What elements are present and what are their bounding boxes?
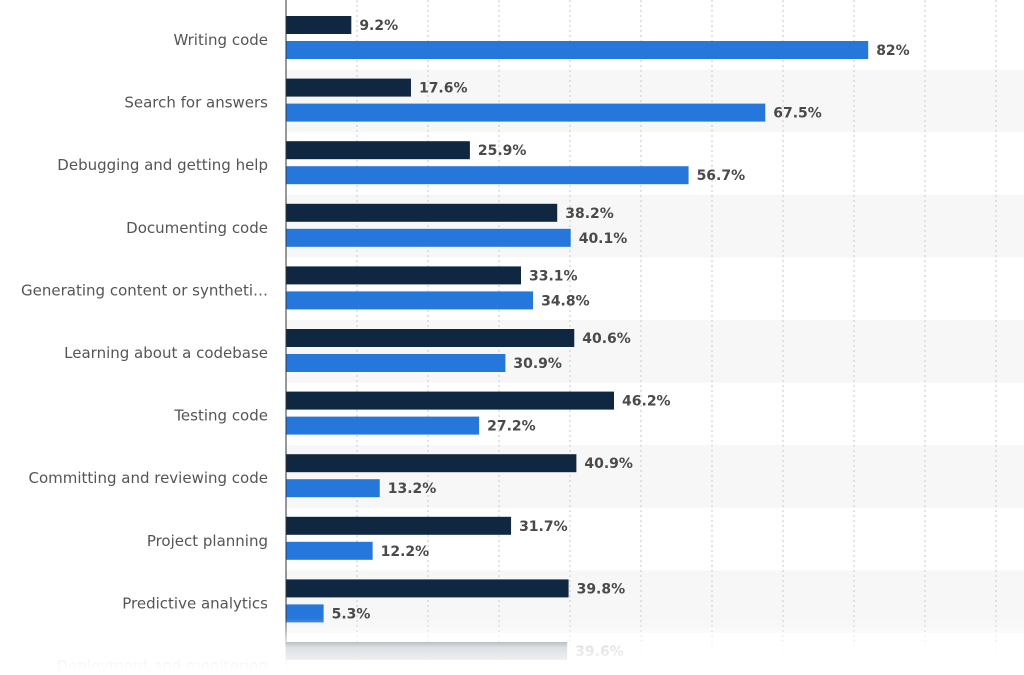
value-label: 40.9%	[584, 456, 633, 472]
bar-series-2	[286, 228, 571, 247]
bar-series-2	[286, 416, 480, 435]
value-label: 17.6%	[419, 81, 468, 97]
value-label: 82%	[876, 43, 910, 59]
value-label: 5.3%	[332, 606, 371, 622]
value-label: 34.8%	[541, 293, 590, 309]
bar-series-2	[286, 103, 766, 122]
category-label: Testing code	[173, 407, 268, 425]
bar-series-2	[286, 541, 373, 560]
value-label: 9.2%	[359, 18, 398, 34]
value-label: 27.2%	[487, 419, 536, 435]
bar-series-1	[286, 203, 558, 222]
bar-series-2	[286, 291, 534, 310]
bar-series-2	[286, 604, 324, 623]
category-label: Project planning	[147, 532, 268, 550]
value-label: 39.8%	[577, 581, 626, 597]
value-label: 38.2%	[565, 206, 614, 222]
category-label: Documenting code	[126, 219, 268, 237]
value-label: 67.5%	[773, 106, 822, 122]
value-label: 33.1%	[529, 268, 578, 284]
bar-series-2	[286, 479, 380, 498]
bar-series-1	[286, 642, 568, 660]
bar-series-1	[286, 141, 470, 160]
bar-series-1	[286, 16, 352, 34]
value-label: 40.6%	[582, 331, 631, 347]
bar-series-1	[286, 391, 615, 410]
bar-series-2	[286, 354, 506, 372]
bar-series-1	[286, 329, 575, 347]
bar-series-2	[286, 41, 869, 59]
value-label: 13.2%	[388, 481, 437, 497]
value-label: 40.1%	[579, 231, 628, 247]
bar-series-1	[286, 78, 411, 97]
category-label: Deployment and monitoring	[57, 657, 268, 671]
value-label: 46.2%	[622, 394, 671, 410]
value-label: 30.9%	[513, 356, 562, 372]
bar-series-1	[286, 454, 577, 473]
bar-series-1	[286, 266, 522, 285]
category-label: Generating content or syntheti…	[21, 281, 268, 299]
category-label: Writing code	[173, 31, 268, 49]
category-label: Predictive analytics	[122, 594, 268, 612]
category-label: Committing and reviewing code	[28, 469, 268, 487]
value-label: 56.7%	[697, 168, 746, 184]
bar-series-1	[286, 516, 512, 535]
category-label: Search for answers	[124, 94, 268, 112]
bar-series-1	[286, 579, 569, 598]
value-label: 39.6%	[575, 644, 624, 660]
value-label: 31.7%	[519, 519, 568, 535]
value-label: 25.9%	[478, 143, 527, 159]
category-label: Debugging and getting help	[57, 156, 268, 174]
labels-group: Writing code 9.2% 82% Search for answers 17.…	[21, 18, 910, 675]
category-label: Learning about a codebase	[64, 344, 268, 362]
value-label: 12.2%	[381, 544, 430, 560]
bars-group	[286, 16, 869, 660]
bar-series-2	[286, 166, 689, 185]
